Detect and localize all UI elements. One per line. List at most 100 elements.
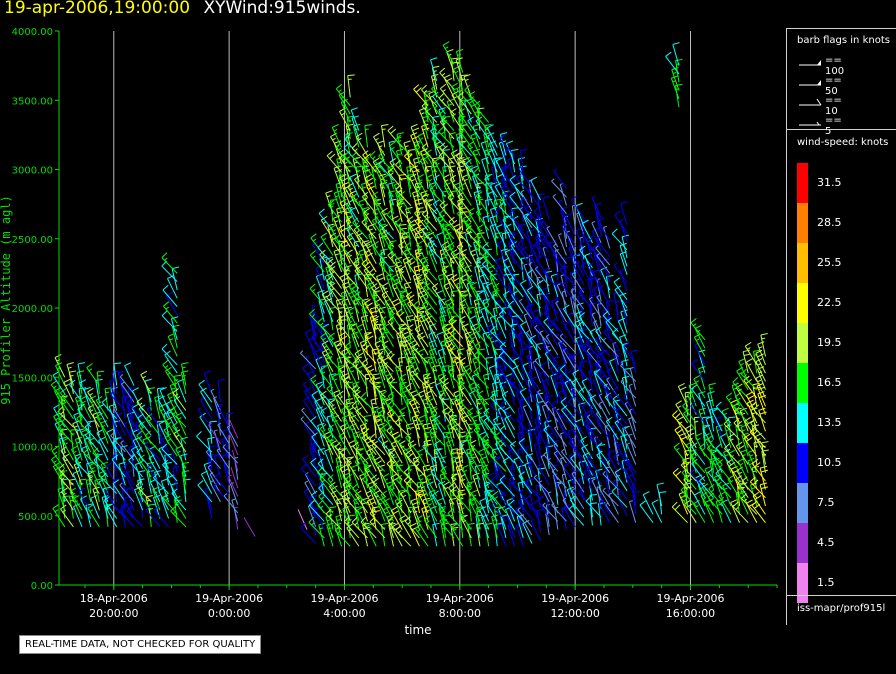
wind-barb (690, 401, 706, 424)
wind-barb (144, 378, 152, 403)
speed-color-swatch (797, 443, 808, 483)
x-tick-date: 19-Apr-2006 (426, 592, 494, 605)
wind-barb (353, 258, 368, 281)
wind-barb (302, 381, 317, 403)
wind-barb (345, 381, 354, 406)
wind-barb (136, 430, 152, 453)
wind-barb (167, 333, 178, 357)
speed-value-label: 7.5 (817, 496, 835, 509)
title-product: XYWind:915winds. (203, 0, 361, 18)
wind-barb (115, 412, 126, 436)
wind-barb (320, 232, 334, 256)
wind-barb (374, 198, 386, 223)
wind-barb (159, 387, 170, 411)
wind-barb (346, 224, 360, 248)
wind-barb (349, 173, 360, 198)
wind-barb (170, 505, 187, 528)
wind-barb (204, 487, 213, 511)
wind-barb (551, 178, 567, 198)
wind-barb (144, 430, 161, 453)
barb-symbol-icon (799, 98, 822, 106)
wind-barb (499, 474, 515, 497)
wind-barb (340, 99, 351, 123)
wind-barb (157, 395, 170, 420)
wind-barb (110, 499, 126, 519)
wind-barb (90, 495, 100, 519)
wind-barb (309, 308, 325, 331)
wind-barb (327, 258, 342, 281)
wind-barb (630, 349, 639, 374)
legend-divider (787, 129, 896, 130)
wind-barb (338, 224, 351, 248)
wind-barb (226, 425, 239, 447)
wind-barb (300, 416, 317, 436)
wind-barb (104, 387, 113, 411)
speed-value-label: 31.5 (817, 176, 842, 189)
wind-barb (395, 525, 412, 547)
wind-barb (371, 216, 386, 240)
wind-barb (328, 306, 337, 331)
wind-barb (322, 323, 334, 348)
x-tick-time: 20:00:00 (89, 607, 138, 620)
wind-barb (386, 273, 394, 298)
wind-barb (760, 333, 768, 357)
wind-barb (208, 422, 221, 444)
wind-barb (217, 422, 230, 444)
wind-barb (343, 516, 360, 539)
wind-barb (162, 459, 178, 482)
wind-barb (123, 421, 135, 444)
wind-barb (369, 150, 386, 173)
wind-barb (217, 405, 230, 428)
wind-barb (200, 387, 213, 411)
wind-barb (317, 289, 325, 314)
wind-barb (369, 433, 386, 456)
wind-barb (105, 488, 118, 511)
wind-barb (400, 489, 412, 514)
y-tick-label: 0.00 (31, 581, 53, 592)
wind-barb (360, 516, 377, 539)
wind-barb (63, 378, 74, 403)
wind-barb (336, 316, 351, 339)
wind-barb (611, 328, 628, 350)
wind-barb (351, 516, 368, 539)
wind-barb (58, 463, 74, 486)
wind-barb (203, 370, 213, 395)
wind-barb (354, 349, 368, 372)
wind-barb (309, 494, 318, 519)
speed-color-swatch (797, 563, 808, 603)
wind-barb (377, 350, 394, 373)
wind-barb (318, 522, 326, 547)
wind-barb (691, 359, 706, 382)
wind-barb (335, 464, 344, 489)
speed-value-label: 16.5 (817, 376, 842, 389)
wind-barb (124, 362, 135, 386)
wind-barb (380, 316, 394, 339)
wind-barb (347, 74, 355, 98)
speed-value-label: 22.5 (817, 296, 842, 309)
barb-legend-title: barb flags in knots (797, 35, 890, 46)
wind-barb (335, 142, 351, 165)
wind-barb (222, 444, 239, 464)
wind-barb (346, 457, 360, 481)
wind-barb (311, 432, 325, 456)
wind-barb (72, 420, 83, 444)
speed-value-label: 28.5 (817, 216, 842, 229)
wind-barb (145, 505, 161, 528)
wind-barb (303, 487, 317, 511)
speed-value-label: 1.5 (817, 576, 835, 589)
wind-barb (326, 383, 342, 406)
y-axis-label: 915 Profiler Altitude (m agl) (0, 195, 13, 405)
legend-divider (787, 595, 896, 596)
wind-barb (60, 504, 74, 528)
wind-barb (128, 455, 144, 478)
wind-barb (721, 407, 732, 432)
wind-barb (612, 479, 628, 500)
wind-barb (378, 158, 394, 181)
wind-barb (345, 482, 360, 505)
wind-barb (364, 332, 377, 356)
wind-barb (674, 83, 683, 108)
speed-value-label: 4.5 (817, 536, 835, 549)
wind-barb (362, 150, 377, 173)
wind-barb (318, 483, 334, 505)
wind-barb (209, 480, 221, 503)
